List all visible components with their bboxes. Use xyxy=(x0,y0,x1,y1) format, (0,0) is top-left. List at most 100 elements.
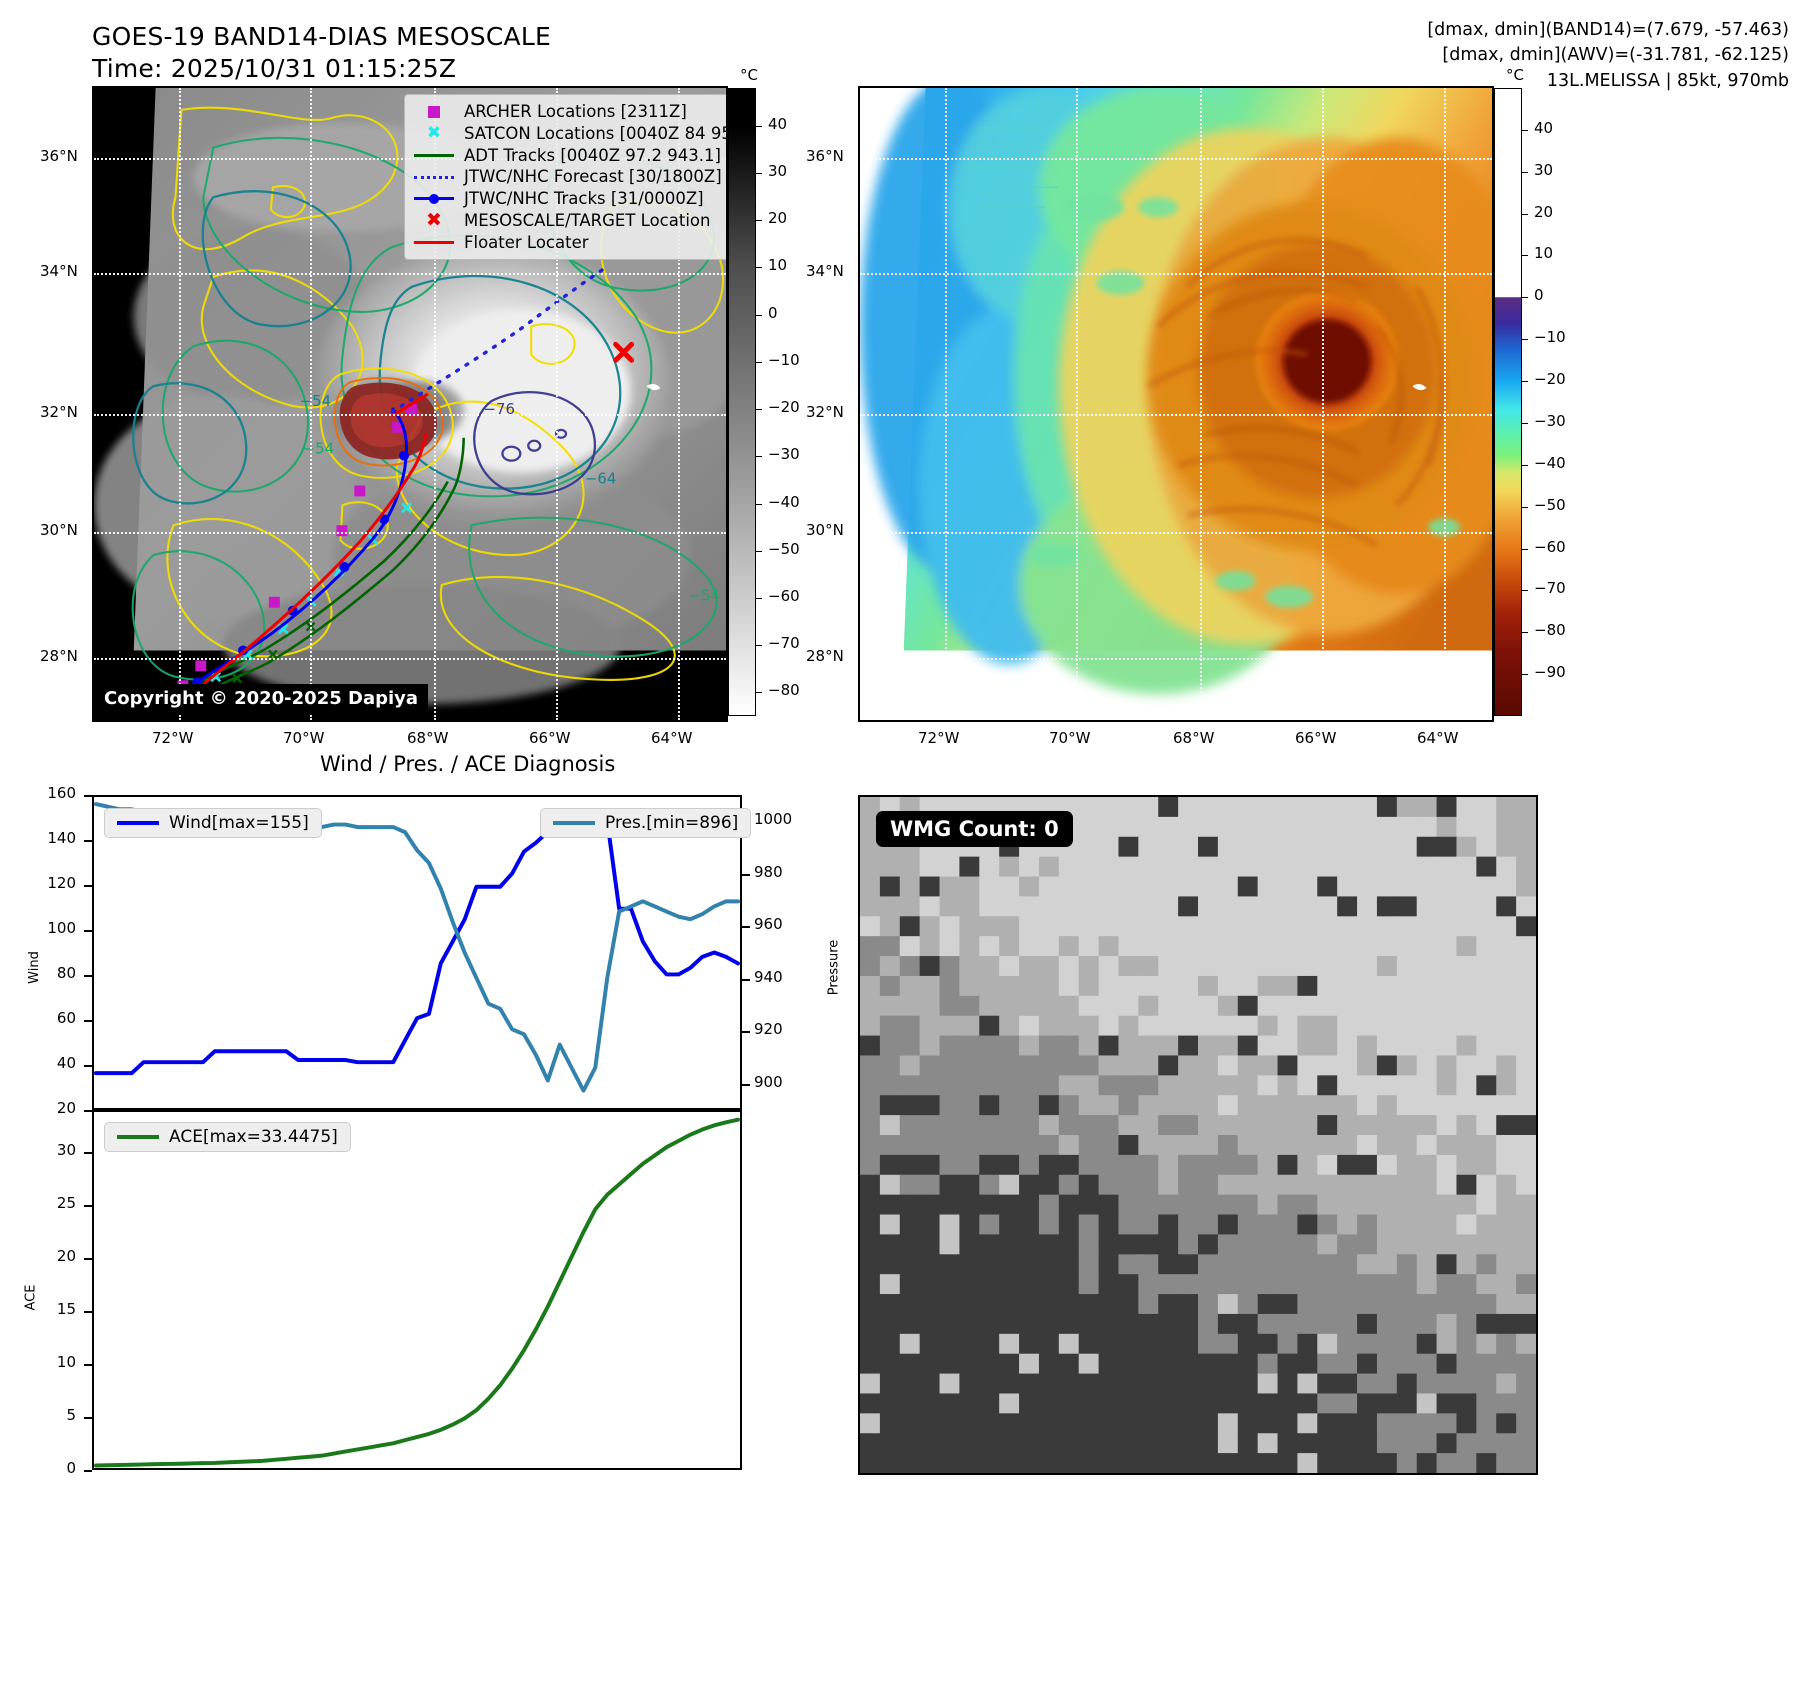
left-colorbar xyxy=(728,88,756,716)
colorbar-tick-label: −70 xyxy=(1534,579,1566,598)
lat-tick-28n: 28°N xyxy=(806,647,844,665)
axis-tick-label: 15 xyxy=(56,1300,76,1319)
right-enhanced-ir-panel[interactable] xyxy=(858,86,1494,722)
axis-tickmark xyxy=(84,795,92,797)
colorbar-tickmark xyxy=(756,692,762,694)
legend-item-archer[interactable]: ARCHER Locations [2311Z] xyxy=(413,101,726,123)
axis-tickmark xyxy=(84,1311,92,1314)
legend-item-floater-locater[interactable]: Floater Locater xyxy=(413,232,726,254)
map-gridline-lon-64 xyxy=(678,88,680,720)
annotation-block: [dmax, dmin](BAND14)=(7.679, -57.463) [d… xyxy=(1427,18,1789,94)
ace-legend[interactable]: ACE[max=33.4475] xyxy=(104,1122,351,1152)
colorbar-tick-label: −70 xyxy=(768,634,800,653)
legend-item-adt-tracks[interactable]: ADT Tracks [0040Z 97.2 943.1] xyxy=(413,145,726,167)
left-colorbar-unit: °C xyxy=(740,66,758,84)
colorbar-tickmark xyxy=(1522,506,1528,508)
colorbar-tick-label: −30 xyxy=(1534,411,1566,430)
map-gridline-lon-72 xyxy=(945,88,947,720)
axis-tick-label: 100 xyxy=(47,919,76,937)
colorbar-tick-label: 20 xyxy=(1534,202,1554,221)
axis-tickmark xyxy=(742,873,750,876)
colorbar-tickmark xyxy=(1522,339,1528,341)
square-marker-icon xyxy=(413,103,455,121)
lat-tick-32n: 32°N xyxy=(40,403,78,421)
pressure-axis-label: Pressure xyxy=(826,939,842,996)
legend-label: MESOSCALE/TARGET Location xyxy=(464,210,711,230)
axis-tick-label: 5 xyxy=(66,1406,76,1425)
axis-tick-label: 80 xyxy=(56,964,76,982)
lon-tick-66w: 66°W xyxy=(529,729,571,747)
colorbar-tick-label: 30 xyxy=(768,161,788,180)
axis-tick-label: 920 xyxy=(754,1020,783,1039)
colorbar-tickmark xyxy=(1522,548,1528,550)
colorbar-tickmark xyxy=(756,267,762,269)
right-colorbar-unit: °C xyxy=(1506,66,1524,84)
map-gridline-lon-70 xyxy=(310,88,312,720)
pressure-legend[interactable]: Pres.[min=896] xyxy=(540,808,752,838)
copyright-notice: Copyright © 2020-2025 Dapiya xyxy=(94,684,429,714)
colorbar-tick-label: −80 xyxy=(1534,621,1566,640)
lat-tick-36n: 36°N xyxy=(806,147,844,165)
axis-tickmark xyxy=(84,840,92,842)
pressure-line-icon xyxy=(553,821,595,825)
axis-tickmark xyxy=(84,1110,92,1112)
map-gridline-lat-28 xyxy=(860,658,1492,660)
colorbar-tick-label: −40 xyxy=(768,492,800,511)
colorbar-tickmark xyxy=(1522,171,1528,173)
right-colorbar xyxy=(1494,88,1522,716)
colorbar-tick-label: −60 xyxy=(1534,537,1566,556)
axis-tickmark xyxy=(742,926,750,929)
map-legend[interactable]: ARCHER Locations [2311Z] ✖ SATCON Locati… xyxy=(404,94,726,261)
colorbar-tickmark xyxy=(756,314,762,316)
wmg-count-badge: WMG Count: 0 xyxy=(876,811,1073,847)
lon-tick-66w: 66°W xyxy=(1295,729,1337,747)
colorbar-tickmark xyxy=(1522,464,1528,466)
axis-tickmark xyxy=(84,1470,92,1472)
ace-axis-label: ACE xyxy=(23,1284,39,1311)
colorbar-tickmark xyxy=(756,220,762,222)
axis-tickmark xyxy=(84,930,92,932)
map-gridline-lon-66 xyxy=(1322,88,1324,720)
axis-tick-label: 60 xyxy=(56,1009,76,1027)
map-gridline-lat-34 xyxy=(860,273,1492,275)
lat-tick-34n: 34°N xyxy=(806,262,844,280)
map-gridline-lon-72 xyxy=(179,88,181,720)
map-gridline-lon-68 xyxy=(434,88,436,720)
axis-tickmark xyxy=(742,1083,750,1086)
colorbar-tickmark xyxy=(1522,422,1528,424)
axis-tick-label: 10 xyxy=(56,1353,76,1372)
axis-tick-label: 30 xyxy=(56,1141,76,1160)
legend-item-mesoscale-target[interactable]: ✖ MESOSCALE/TARGET Location xyxy=(413,210,726,232)
ace-chart[interactable] xyxy=(92,1110,742,1470)
annotation-storm-id: 13L.MELISSA | 85kt, 970mb xyxy=(1546,70,1789,91)
wind-legend[interactable]: Wind[max=155] xyxy=(104,808,322,838)
map-gridline-lon-68 xyxy=(1200,88,1202,720)
legend-item-forecast[interactable]: JTWC/NHC Forecast [30/1800Z] xyxy=(413,166,726,188)
colorbar-tick-label: −50 xyxy=(1534,495,1566,514)
annotation-awv: [dmax, dmin](AWV)=(-31.781, -62.125) xyxy=(1442,45,1789,66)
wind-pressure-chart[interactable] xyxy=(92,795,742,1110)
axis-tickmark xyxy=(84,1258,92,1261)
colorbar-tickmark xyxy=(756,550,762,552)
map-gridline-lat-30 xyxy=(94,532,726,534)
map-gridline-lat-36 xyxy=(860,158,1492,160)
map-gridline-lon-66 xyxy=(556,88,558,720)
legend-item-satcon[interactable]: ✖ SATCON Locations [0040Z 84 956] xyxy=(413,123,726,145)
legend-item-jtwc-tracks[interactable]: JTWC/NHC Tracks [31/0000Z] xyxy=(413,188,726,210)
wmg-panel[interactable]: WMG Count: 0 xyxy=(858,795,1538,1475)
left-ir-map-panel[interactable]: −76 −64 −54 −54 −54 Copyright © 2020-202… xyxy=(92,86,728,722)
colorbar-tickmark xyxy=(1522,213,1528,215)
legend-label: ADT Tracks [0040Z 97.2 943.1] xyxy=(464,145,721,165)
axis-tickmark xyxy=(84,975,92,977)
colorbar-tick-label: 10 xyxy=(768,256,788,275)
lat-tick-30n: 30°N xyxy=(40,521,78,539)
colorbar-tickmark xyxy=(756,645,762,647)
lat-tick-32n: 32°N xyxy=(806,403,844,421)
map-gridline-lat-32 xyxy=(860,414,1492,416)
ace-legend-label: ACE[max=33.4475] xyxy=(169,1127,338,1147)
colorbar-tick-label: −20 xyxy=(768,398,800,417)
axis-tick-label: 120 xyxy=(47,874,76,892)
lat-tick-28n: 28°N xyxy=(40,647,78,665)
colorbar-tick-label: −60 xyxy=(768,586,800,605)
colorbar-tick-label: 40 xyxy=(1534,118,1554,137)
